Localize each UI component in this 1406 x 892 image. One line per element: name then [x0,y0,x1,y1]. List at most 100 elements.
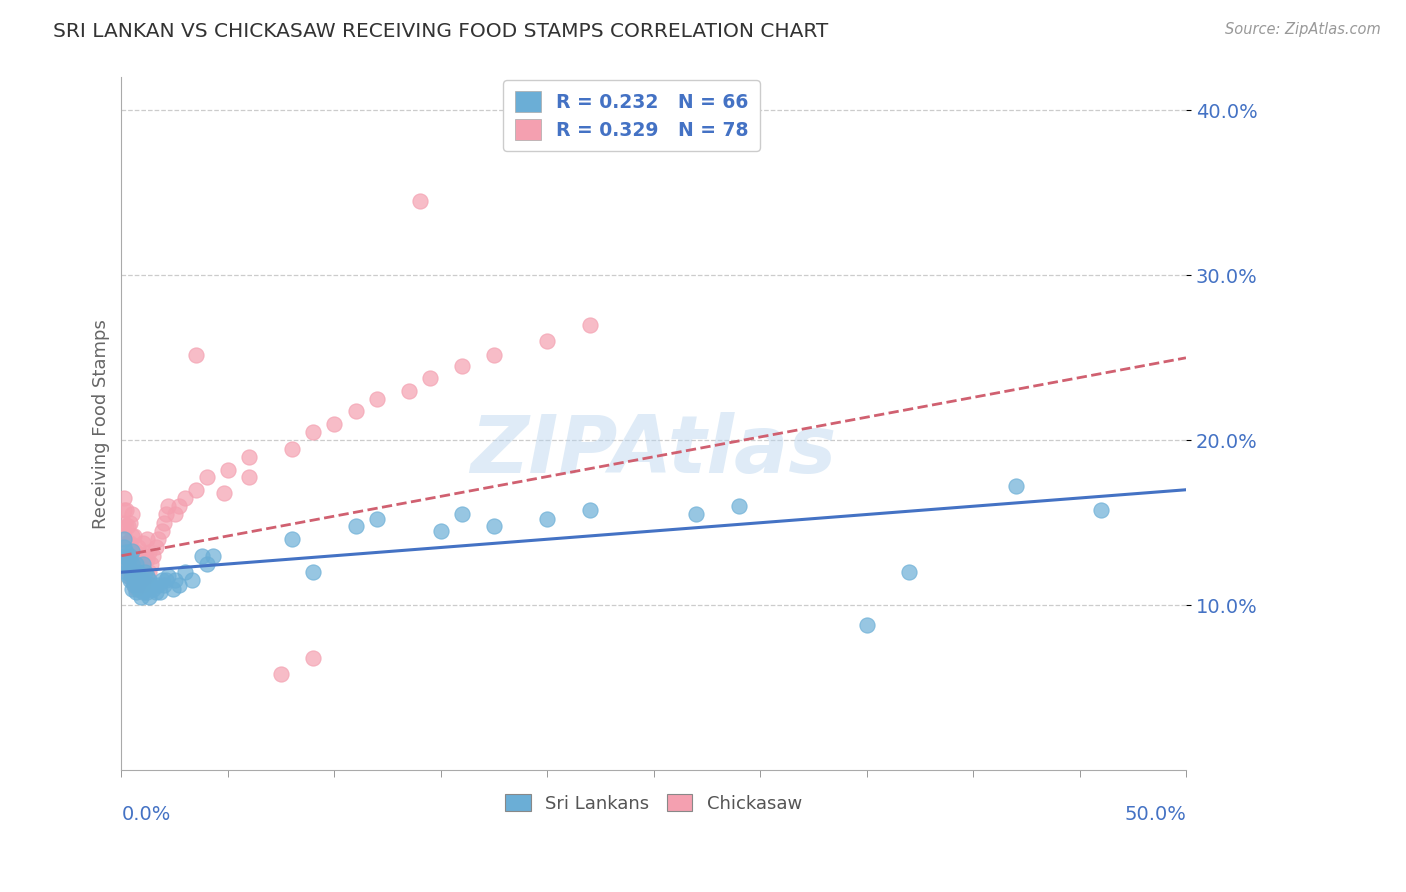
Legend: Sri Lankans, Chickasaw: Sri Lankans, Chickasaw [498,787,810,820]
Point [118,535,141,549]
Point [536,512,558,526]
Point [157,500,180,514]
Point [127,541,149,555]
Point [125,566,148,580]
Point [238,469,260,483]
Point [114,557,136,571]
Point [163,574,186,588]
Point [281,533,304,547]
Point [125,585,148,599]
Point [114,502,136,516]
Point [281,442,304,456]
Point [136,552,159,566]
Point [482,347,505,361]
Point [114,535,136,549]
Point [132,557,155,571]
Point [125,545,148,559]
Text: Source: ZipAtlas.com: Source: ZipAtlas.com [1225,22,1381,37]
Point [122,566,145,580]
Point [323,417,346,431]
Point [451,359,474,373]
Point [366,512,388,526]
Point [180,574,202,588]
Point [302,425,325,439]
Point [155,574,177,588]
Point [121,557,143,571]
Point [112,541,135,555]
Point [125,574,148,588]
Point [344,519,367,533]
Y-axis label: Receiving Food Stamps: Receiving Food Stamps [93,318,110,529]
Point [145,541,167,555]
Point [121,582,143,596]
Point [114,519,136,533]
Point [117,566,139,580]
Point [685,508,707,522]
Point [167,500,190,514]
Point [122,578,145,592]
Point [153,516,176,530]
Point [121,529,143,543]
Text: 50.0%: 50.0% [1123,805,1185,824]
Point [112,516,135,530]
Point [118,516,141,530]
Point [118,549,141,563]
Point [482,519,505,533]
Point [344,403,367,417]
Point [201,549,224,563]
Point [121,562,143,576]
Point [153,578,176,592]
Point [134,566,156,580]
Point [1004,479,1026,493]
Point [238,450,260,464]
Point [125,557,148,571]
Point [302,651,325,665]
Text: SRI LANKAN VS CHICKASAW RECEIVING FOOD STAMPS CORRELATION CHART: SRI LANKAN VS CHICKASAW RECEIVING FOOD S… [53,22,828,41]
Point [138,545,160,559]
Point [122,545,145,559]
Point [138,574,160,588]
Point [132,585,155,599]
Point [117,552,139,566]
Point [136,585,159,599]
Point [163,508,186,522]
Point [174,566,197,580]
Point [112,557,135,571]
Point [117,552,139,566]
Point [121,545,143,559]
Point [579,502,602,516]
Point [117,535,139,549]
Point [112,502,135,516]
Point [127,562,149,576]
Point [127,566,149,580]
Point [898,566,921,580]
Point [112,533,135,547]
Point [155,508,177,522]
Point [121,568,143,582]
Point [136,568,159,582]
Point [129,552,152,566]
Point [134,549,156,563]
Point [122,529,145,543]
Point [855,618,877,632]
Point [150,574,173,588]
Point [138,590,160,604]
Point [191,549,214,563]
Point [118,552,141,566]
Point [157,568,180,582]
Point [174,491,197,505]
Point [134,582,156,596]
Point [114,545,136,559]
Point [122,578,145,592]
Point [114,566,136,580]
Point [1090,502,1112,516]
Point [366,392,388,406]
Point [112,529,135,543]
Point [195,469,218,483]
Text: 0.0%: 0.0% [121,805,170,824]
Point [430,524,453,538]
Point [142,582,165,596]
Point [217,463,239,477]
Point [134,568,156,582]
Point [114,549,136,563]
